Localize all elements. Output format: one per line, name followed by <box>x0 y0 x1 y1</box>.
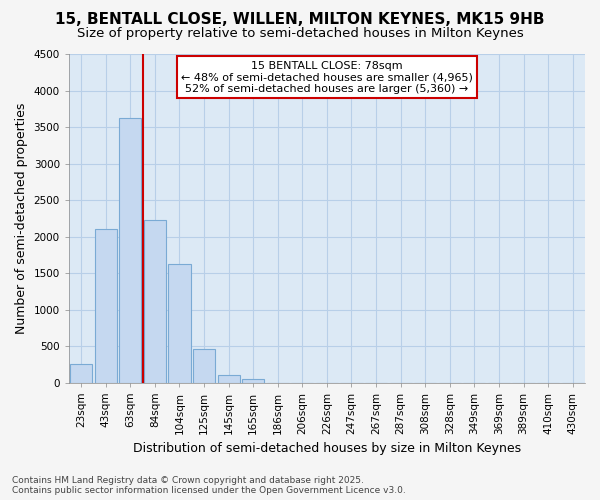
Bar <box>242 379 264 382</box>
Bar <box>95 229 117 382</box>
X-axis label: Distribution of semi-detached houses by size in Milton Keynes: Distribution of semi-detached houses by … <box>133 442 521 455</box>
Y-axis label: Number of semi-detached properties: Number of semi-detached properties <box>15 102 28 334</box>
Text: 15, BENTALL CLOSE, WILLEN, MILTON KEYNES, MK15 9HB: 15, BENTALL CLOSE, WILLEN, MILTON KEYNES… <box>55 12 545 28</box>
Bar <box>144 220 166 382</box>
Text: Size of property relative to semi-detached houses in Milton Keynes: Size of property relative to semi-detach… <box>77 28 523 40</box>
Bar <box>70 364 92 382</box>
Bar <box>119 118 142 382</box>
Bar <box>218 375 239 382</box>
Text: Contains HM Land Registry data © Crown copyright and database right 2025.
Contai: Contains HM Land Registry data © Crown c… <box>12 476 406 495</box>
Bar <box>169 264 191 382</box>
Text: 15 BENTALL CLOSE: 78sqm
← 48% of semi-detached houses are smaller (4,965)
52% of: 15 BENTALL CLOSE: 78sqm ← 48% of semi-de… <box>181 60 473 94</box>
Bar <box>193 349 215 382</box>
